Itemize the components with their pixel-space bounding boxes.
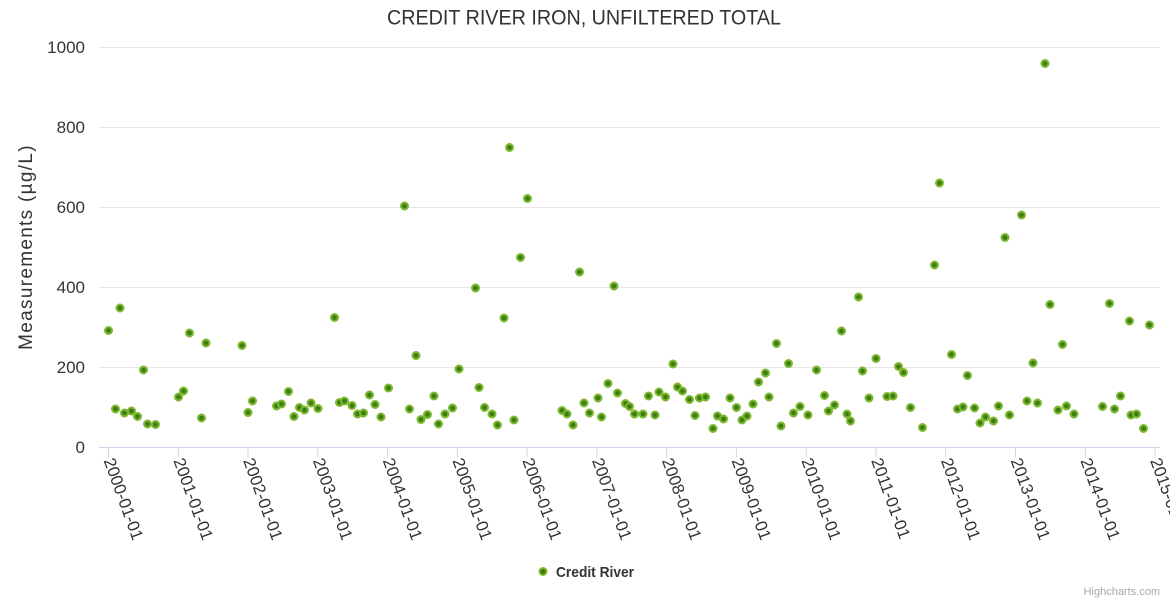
svg-text:0: 0 <box>76 438 85 457</box>
svg-text:Highcharts.com: Highcharts.com <box>1084 586 1160 598</box>
svg-text:400: 400 <box>57 278 85 297</box>
svg-text:Credit River: Credit River <box>556 564 634 581</box>
svg-text:600: 600 <box>57 198 85 217</box>
svg-text:800: 800 <box>57 118 85 137</box>
svg-text:Measurements (µg/L): Measurements (µg/L) <box>16 144 37 350</box>
svg-text:CREDIT RIVER IRON, UNFILTERED: CREDIT RIVER IRON, UNFILTERED TOTAL <box>387 6 781 30</box>
svg-text:1000: 1000 <box>47 38 85 57</box>
svg-text:200: 200 <box>57 358 85 377</box>
